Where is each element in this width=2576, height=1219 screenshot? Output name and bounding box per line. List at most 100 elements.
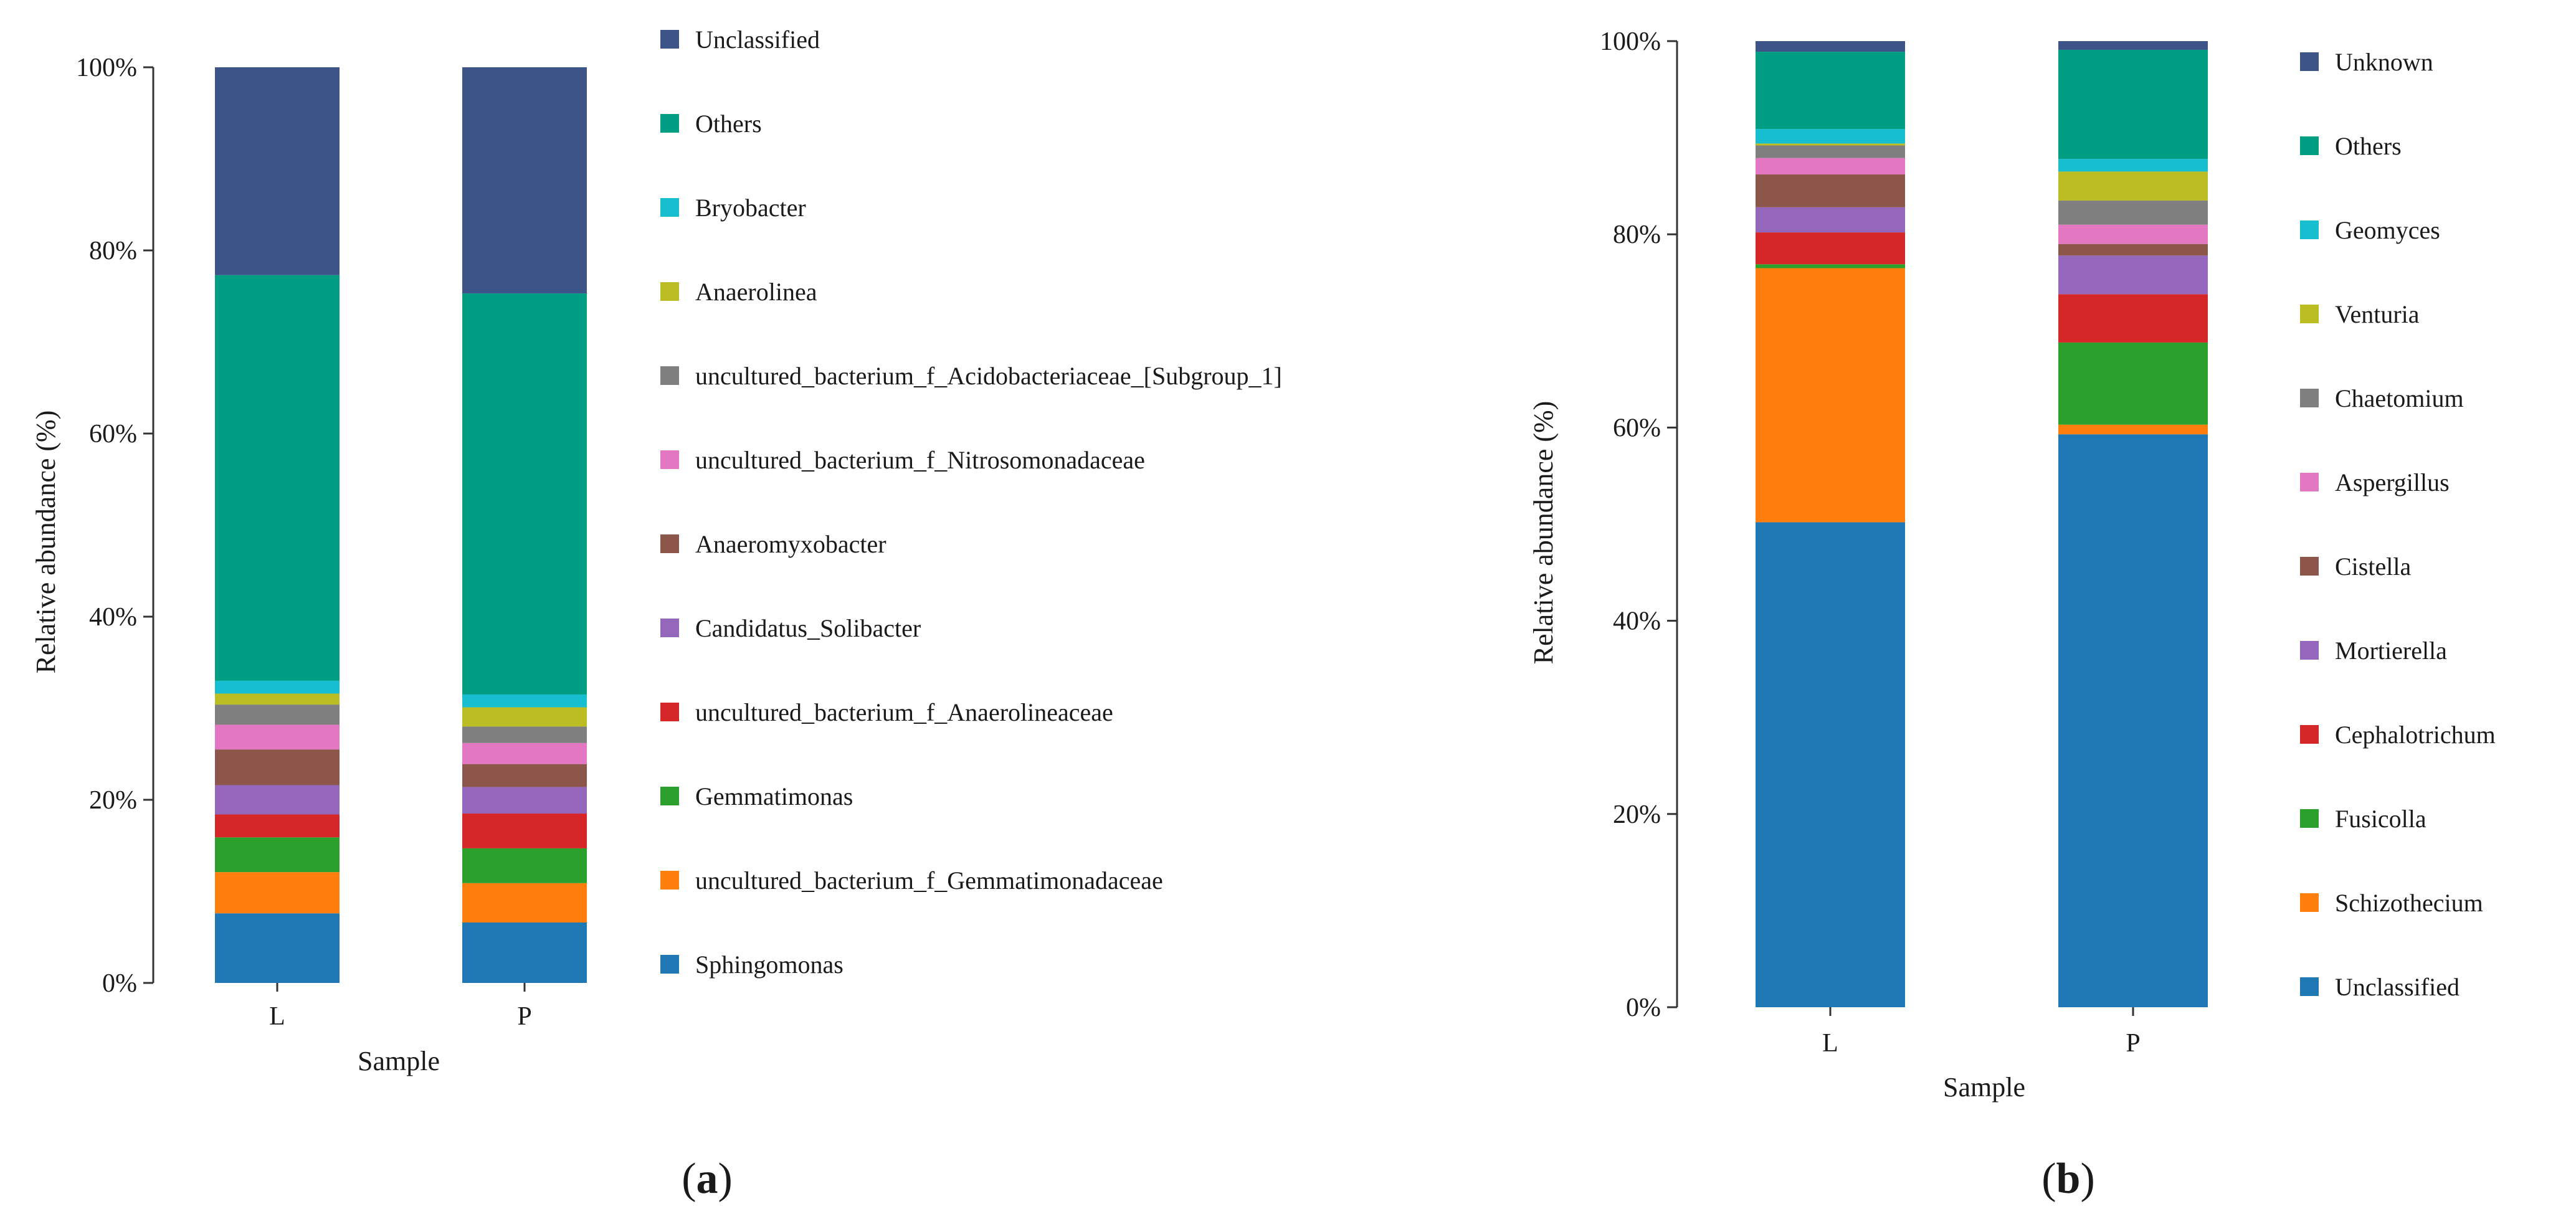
bar-segment-l-candidatus-solibacter-a [215,785,340,815]
legend-swatch-unclassified-b [2300,977,2319,996]
panel-label-a: (a) [682,1155,733,1203]
bar-segment-p-others-b [2058,49,2208,159]
legend-swatch-fusicolla-b [2300,809,2319,828]
bar-segment-l-uncultured-bacterium-f-nitrosomonadaceae-a [215,724,340,750]
bar-segment-p-gemmatimonas-a [462,848,587,883]
y-tick-label-b-0: 0% [1626,994,1661,1022]
bar-segment-p-others-a [462,293,587,695]
y-tick-label-b-2: 40% [1613,607,1661,636]
bar-segment-p-cephalotrichum-b [2058,294,2208,343]
bar-segment-l-anaerolinea-a [215,693,340,705]
bar-segment-l-chaetomium-b [1756,145,1905,158]
legend-label-uncultured-bacterium-f-acidobacteriaceae-subgroup-1-a: uncultured_bacterium_f_Acidobacteriaceae… [695,362,1282,390]
legend-label-mortierella-b: Mortierella [2335,637,2447,665]
x-axis-title-b: Sample [1943,1072,2025,1103]
y-tick-label-a-1: 20% [89,786,137,815]
bar-segment-l-uncultured-bacterium-f-acidobacteriaceae-subgroup-1-a [215,704,340,725]
legend-label-uncultured-bacterium-f-gemmatimonadaceae-a: uncultured_bacterium_f_Gemmatimonadaceae [695,866,1163,894]
y-tick-label-a-0: 0% [102,969,137,998]
bar-segment-l-cephalotrichum-b [1756,232,1905,265]
bars-b: 0% 20% 40% 60% 80% 100% L P [1600,27,2208,1058]
bar-segment-l-venturia-b [1756,143,1905,146]
legend-swatch-bryobacter-a [660,198,679,217]
legend-swatch-mortierella-b [2300,641,2319,660]
legend-label-uncultured-bacterium-f-nitrosomonadaceae-a: uncultured_bacterium_f_Nitrosomonadaceae [695,446,1145,474]
bar-segment-l-fusicolla-b [1756,264,1905,268]
bar-segment-l-uncultured-bacterium-f-gemmatimonadaceae-a [215,872,340,914]
bar-segment-p-candidatus-solibacter-a [462,787,587,814]
bar-segment-p-schizothecium-b [2058,424,2208,435]
bar-segment-p-unknown-b [2058,41,2208,50]
legend-swatch-gemmatimonas-a [660,787,679,805]
y-axis-title-b: Relative abundance (%) [1528,401,1559,665]
legend-label-fusicolla-b: Fusicolla [2335,805,2426,833]
y-tick-label-a-4: 80% [89,237,137,265]
legend-swatch-uncultured-bacterium-f-anaerolineaceae-a [660,703,679,721]
bar-segment-p-anaerolinea-a [462,707,587,727]
legend-b: Unclassified Schizothecium Fusicolla Cephal… [2300,48,2496,1001]
bar-segment-l-mortierella-b [1756,207,1905,233]
y-tick-label-a-3: 60% [89,420,137,448]
legend-swatch-aspergillus-b [2300,473,2319,491]
legend-label-anaeromyxobacter-a: Anaeromyxobacter [695,530,886,558]
legend-label-candidatus-solibacter-a: Candidatus_Solibacter [695,614,921,642]
legend-swatch-sphingomonas-a [660,955,679,974]
legend-label-sphingomonas-a: Sphingomonas [695,951,844,979]
legend-label-others-a: Others [695,110,762,138]
bar-segment-p-sphingomonas-a [462,922,587,983]
legend-swatch-cephalotrichum-b [2300,725,2319,744]
legend-label-cistella-b: Cistella [2335,553,2411,581]
legend-label-aspergillus-b: Aspergillus [2335,468,2450,496]
legend-swatch-chaetomium-b [2300,389,2319,407]
bar-segment-l-uncultured-bacterium-f-anaerolineaceae-a [215,814,340,838]
legend-label-unknown-b: Unknown [2335,48,2433,76]
y-tick-label-a-5: 100% [76,54,137,82]
bar-segment-p-aspergillus-b [2058,224,2208,244]
legend-label-cephalotrichum-b: Cephalotrichum [2335,721,2496,749]
legend-swatch-venturia-b [2300,305,2319,323]
bar-segment-l-unclassified-a [215,67,340,275]
legend-swatch-schizothecium-b [2300,893,2319,912]
legend-label-venturia-b: Venturia [2335,300,2420,328]
legend-a: Sphingomonas uncultured_bacterium_f_Gemma… [660,26,1282,979]
bar-segment-l-gemmatimonas-a [215,837,340,873]
x-tick-label-p-a: P [517,1002,531,1031]
y-tick-label-b-1: 20% [1613,800,1661,829]
legend-label-schizothecium-b: Schizothecium [2335,889,2483,917]
x-axis-title-a: Sample [358,1046,440,1076]
legend-label-anaerolinea-a: Anaerolinea [695,278,817,306]
x-tick-label-l-b: L [1822,1029,1838,1058]
bar-segment-p-unclassified-a [462,67,587,294]
bar-segment-p-geomyces-b [2058,159,2208,172]
legend-swatch-candidatus-solibacter-a [660,619,679,637]
bar-segment-p-unclassified-b [2058,434,2208,1007]
legend-label-geomyces-b: Geomyces [2335,216,2440,244]
legend-swatch-uncultured-bacterium-f-gemmatimonadaceae-a [660,871,679,889]
legend-swatch-uncultured-bacterium-f-acidobacteriaceae-subgroup-1-a [660,366,679,385]
legend-swatch-unknown-b [2300,52,2319,71]
bar-segment-p-mortierella-b [2058,255,2208,295]
bar-segment-l-others-a [215,275,340,681]
legend-swatch-anaeromyxobacter-a [660,534,679,553]
bar-segment-l-unclassified-b [1756,522,1905,1007]
legend-swatch-unclassified-a [660,30,679,49]
bar-segment-l-aspergillus-b [1756,158,1905,175]
legend-label-uncultured-bacterium-f-anaerolineaceae-a: uncultured_bacterium_f_Anaerolineaceae [695,698,1113,726]
y-tick-label-a-2: 40% [89,603,137,632]
legend-swatch-geomyces-b [2300,221,2319,239]
panel-label-letter-b: b [2056,1155,2081,1203]
bar-segment-l-bryobacter-a [215,680,340,694]
bar-segment-p-uncultured-bacterium-f-acidobacteriaceae-subgroup-1-a [462,726,587,743]
y-tick-label-b-4: 80% [1613,221,1661,249]
bar-segment-p-uncultured-bacterium-f-gemmatimonadaceae-a [462,883,587,923]
legend-label-others-b: Others [2335,132,2402,160]
bar-segment-p-anaeromyxobacter-a [462,764,587,787]
legend-swatch-cistella-b [2300,557,2319,576]
legend-swatch-others-b [2300,136,2319,155]
panel-label-letter-a: a [696,1155,718,1203]
bar-segment-l-unknown-b [1756,41,1905,52]
bar-segment-p-uncultured-bacterium-f-anaerolineaceae-a [462,813,587,848]
panel-label-b: (b) [2041,1155,2095,1203]
legend-label-unclassified-a: Unclassified [695,26,820,54]
bar-segment-p-chaetomium-b [2058,200,2208,225]
